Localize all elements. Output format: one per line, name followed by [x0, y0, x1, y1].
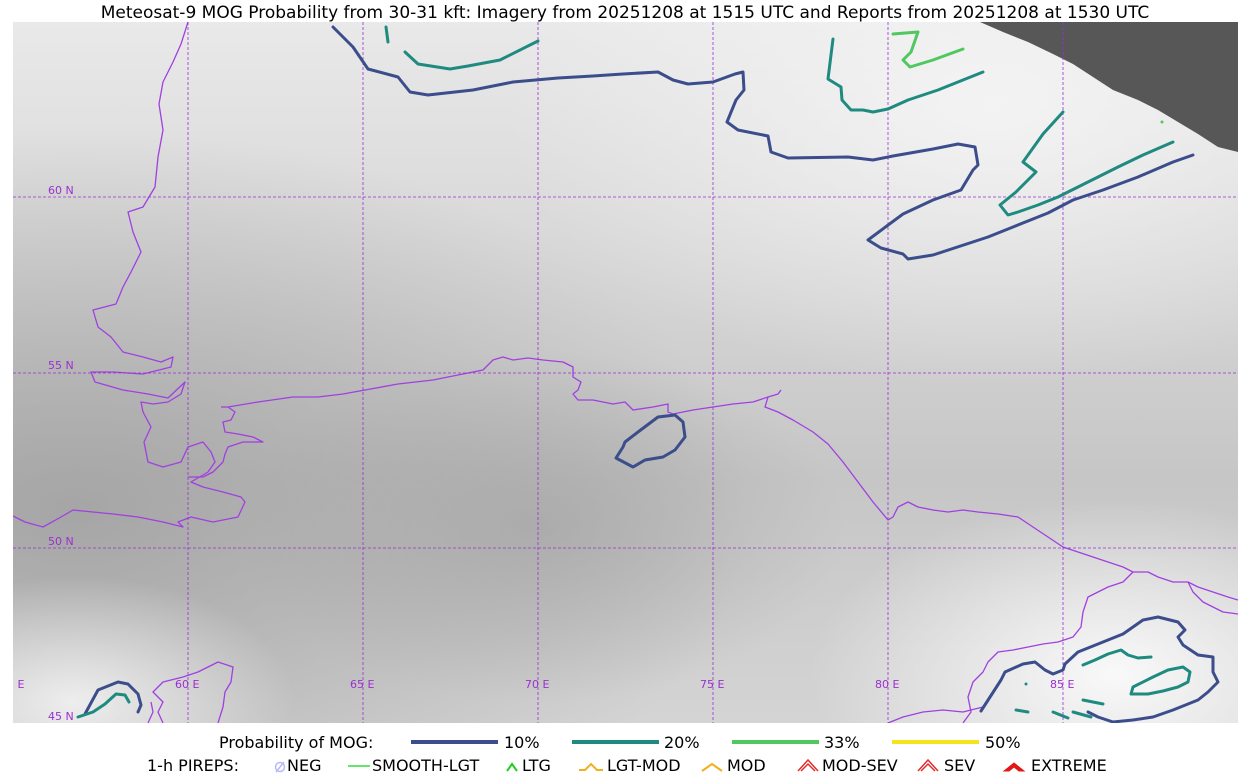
country-borders	[13, 22, 1238, 723]
contour-20-se-b	[1129, 665, 1192, 696]
extreme-icon	[1002, 762, 1026, 772]
contour-20-north-a	[384, 25, 390, 44]
contour-20-north-b	[403, 39, 540, 71]
contour-20-sw	[76, 692, 131, 719]
neg-icon	[274, 761, 286, 773]
lgt-mod-icon	[579, 762, 603, 771]
pirep-label-smooth-lgt: SMOOTH-LGT	[372, 756, 479, 775]
probability-legend: Probability of MOG: 10% 20% 33% 50%	[219, 733, 1021, 752]
lat-label-45n: 45 N	[48, 710, 74, 723]
contour-33-north	[891, 30, 965, 69]
contour-10-sw	[83, 680, 143, 716]
pirep-label-neg: NEG	[287, 756, 321, 775]
legend-label-10: 10%	[504, 733, 540, 752]
pirep-legend-label: 1-h PIREPS:	[147, 756, 239, 775]
mod-icon	[701, 762, 723, 772]
lat-lon-grid	[13, 22, 1238, 723]
pirep-label-mod: MOD	[727, 756, 766, 775]
pirep-label-sev: SEV	[944, 756, 975, 775]
contour-20-se-c	[1081, 698, 1105, 706]
satellite-map[interactable]: 60 N 55 N 50 N 45 N 55 E 60 E 65 E 70 E …	[13, 22, 1238, 723]
lat-label-50n: 50 N	[48, 535, 74, 548]
pirep-label-ltg: LTG	[522, 756, 551, 775]
lon-label-70e: 70 E	[525, 678, 549, 691]
pirep-markers	[1024, 120, 1164, 686]
pirep-label-lgt-mod: LGT-MOD	[607, 756, 681, 775]
lon-label-65e: 65 E	[350, 678, 374, 691]
contour-10-lake	[614, 413, 687, 469]
legend-label-20: 20%	[664, 733, 700, 752]
probability-contours	[76, 25, 1220, 723]
lat-label-55n: 55 N	[48, 359, 74, 372]
ltg-icon	[506, 762, 518, 772]
pirep-legend: 1-h PIREPS: NEG SMOOTH-LGT LTG LGT-MOD M…	[147, 756, 1107, 775]
lon-label-75e: 75 E	[700, 678, 724, 691]
map-title: Meteosat-9 MOG Probability from 30-31 kf…	[100, 3, 1150, 23]
lon-label-60e: 60 E	[175, 678, 199, 691]
pirep-dot-2	[1024, 682, 1028, 686]
probability-legend-label: Probability of MOG:	[219, 733, 373, 752]
pirep-label-extreme: EXTREME	[1031, 756, 1107, 775]
legend-label-50: 50%	[985, 733, 1021, 752]
pirep-dot-1	[1160, 120, 1164, 124]
contour-10-north	[331, 25, 1195, 261]
contour-20-se-d	[1014, 708, 1093, 720]
satellite-imagery	[13, 22, 1238, 723]
mod-sev-icon	[797, 758, 819, 772]
contour-10-se	[979, 615, 1220, 723]
sev-icon	[917, 758, 939, 772]
lat-label-60n: 60 N	[48, 184, 74, 197]
lon-label-55e: 55 E	[13, 678, 24, 691]
contour-20-ne-b	[998, 110, 1175, 217]
grid-labels: 60 N 55 N 50 N 45 N 55 E 60 E 65 E 70 E …	[13, 184, 1074, 723]
legend-label-33: 33%	[824, 733, 860, 752]
contour-20-se-a	[1081, 648, 1153, 667]
lon-label-85e: 85 E	[1050, 678, 1074, 691]
missing-data-region	[980, 22, 1238, 152]
pirep-label-mod-sev: MOD-SEV	[822, 756, 898, 775]
contour-20-ne-a	[826, 37, 985, 114]
lon-label-80e: 80 E	[875, 678, 899, 691]
legend: Probability of MOG: 10% 20% 33% 50% 1-h …	[147, 733, 1107, 775]
